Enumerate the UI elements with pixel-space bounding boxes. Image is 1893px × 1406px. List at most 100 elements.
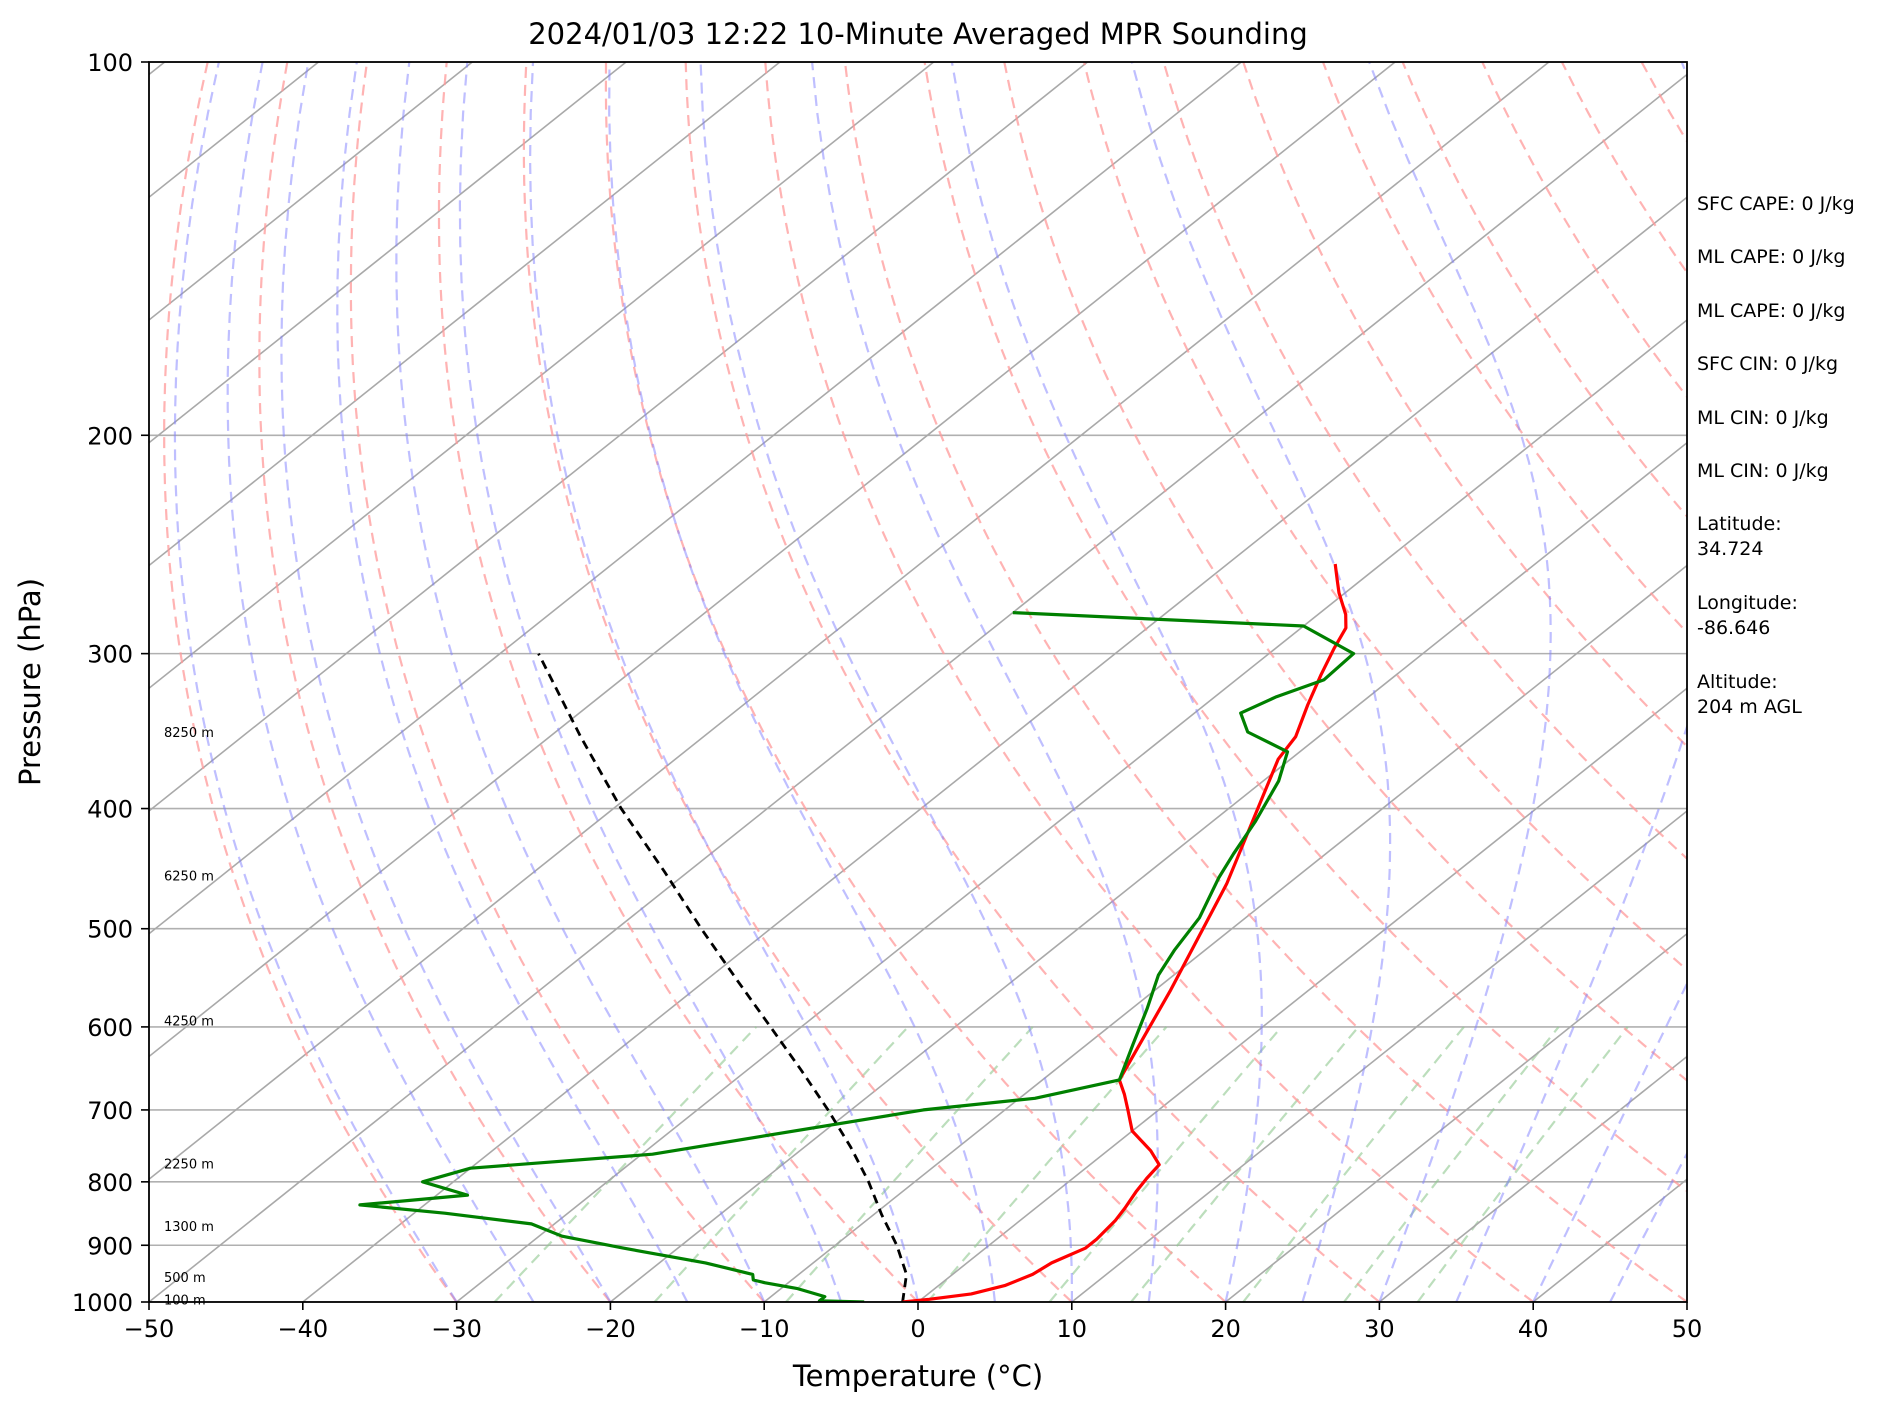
y-tick-label: 800 — [87, 1169, 133, 1197]
y-tick-label: 100 — [87, 49, 133, 77]
isotherm-lines — [149, 62, 1687, 1302]
isotherm-line — [149, 62, 781, 567]
height-label: 500 m — [164, 1271, 206, 1286]
moist-adiabat-line — [395, 62, 766, 1302]
moist-adiabat-line — [1609, 1151, 1687, 1302]
isotherm-line — [1378, 1055, 1687, 1302]
isotherm-line — [149, 73, 1687, 1302]
dry-adiabat-line — [923, 62, 1687, 1193]
dry-adiabat-line — [349, 62, 766, 1302]
isotherm-line — [149, 62, 1550, 1181]
isotherm-line — [149, 62, 1088, 813]
info-panel: SFC CAPE: 0 J/kg ML CAPE: 0 J/kg ML CAPE: … — [1697, 193, 1855, 718]
x-tick-label: −20 — [585, 1315, 636, 1343]
isotherm-line — [302, 196, 1687, 1302]
moist-adiabat-line — [1130, 62, 1392, 1302]
isotherm-line — [609, 441, 1687, 1302]
dry-adiabat-line — [604, 62, 1227, 1302]
info-line: SFC CAPE: 0 J/kg — [1697, 193, 1855, 215]
moist-adiabat-line — [280, 62, 612, 1302]
height-labels: 100 m 500 m 1300 m 2250 m 4250 m 6250 m 8250 m — [164, 726, 214, 1308]
moist-adiabat-line — [528, 62, 920, 1302]
y-tick-label: 600 — [87, 1014, 133, 1042]
mixing-ratio-line — [785, 1026, 1034, 1302]
x-tick-label: 0 — [910, 1315, 925, 1343]
y-tick-label: 200 — [87, 422, 133, 450]
x-tick-label: −10 — [739, 1315, 790, 1343]
mixing-ratio-line — [1343, 1026, 1560, 1302]
isotherm-line — [149, 62, 1396, 1058]
x-tick-label: −30 — [431, 1315, 482, 1343]
y-tick-label: 500 — [87, 916, 133, 944]
x-tick-label: 30 — [1364, 1315, 1395, 1343]
dry-adiabat-line — [1162, 62, 1687, 861]
height-label: 2250 m — [164, 1157, 214, 1172]
isotherm-line — [149, 62, 627, 444]
moist-adiabat-line — [699, 62, 1074, 1302]
dry-adiabat-line — [522, 62, 1073, 1302]
isotherm-line — [149, 62, 935, 690]
info-line: Latitude: — [1697, 513, 1782, 535]
isotherm-line — [763, 564, 1687, 1302]
info-line: ML CIN: 0 J/kg — [1697, 460, 1829, 482]
height-label: 8250 m — [164, 726, 214, 741]
height-label: 1300 m — [164, 1220, 214, 1235]
info-line: ML CAPE: 0 J/kg — [1697, 246, 1845, 268]
y-tick-label: 300 — [87, 641, 133, 669]
y-tick-label: 700 — [87, 1097, 133, 1125]
dry-adiabat-line — [1242, 62, 1687, 748]
x-tick-label: −50 — [124, 1315, 175, 1343]
height-label: 4250 m — [164, 1015, 214, 1030]
x-tick-label: 20 — [1210, 1315, 1241, 1343]
isotherm-line — [1071, 809, 1687, 1302]
height-label: 6250 m — [164, 870, 214, 885]
info-line: Altitude: — [1697, 671, 1778, 693]
info-line: -86.646 — [1697, 617, 1770, 639]
moist-adiabat-lines — [173, 62, 1687, 1302]
isotherm-line — [456, 319, 1687, 1302]
x-axis: −50 −40 −30 −20 −10 0 10 20 30 40 50 — [124, 1302, 1703, 1343]
moist-adiabat-line — [226, 62, 535, 1302]
chart-title: 2024/01/03 12:22 10-Minute Averaged MPR … — [528, 17, 1308, 51]
x-tick-label: 50 — [1672, 1315, 1703, 1343]
dry-adiabat-line — [764, 62, 1534, 1302]
moist-adiabat-line — [1368, 62, 1552, 1302]
dry-adiabat-line — [258, 62, 612, 1302]
y-tick-label: 400 — [87, 796, 133, 824]
moist-adiabat-line — [950, 62, 1263, 1302]
info-line: Longitude: — [1697, 592, 1798, 614]
moist-adiabat-line — [811, 62, 1159, 1302]
mixing-ratio-line — [653, 1026, 909, 1302]
sounding-line-1 — [358, 611, 1356, 1302]
info-line: ML CAPE: 0 J/kg — [1697, 300, 1845, 322]
mixing-ratio-line — [926, 1026, 1168, 1302]
dry-adiabat-line — [684, 62, 1381, 1302]
x-tick-label: 40 — [1518, 1315, 1549, 1343]
y-tick-label: 1000 — [72, 1289, 133, 1317]
isotherm-line — [149, 62, 473, 322]
moist-adiabat-line — [458, 62, 843, 1302]
info-line: ML CIN: 0 J/kg — [1697, 407, 1829, 429]
y-tick-label: 900 — [87, 1232, 133, 1260]
moist-adiabat-line — [1455, 62, 1687, 1302]
dry-adiabat-line — [1321, 62, 1687, 635]
x-tick-label: 10 — [1057, 1315, 1088, 1343]
profile-lines — [358, 563, 1356, 1302]
x-axis-title: Temperature (°C) — [792, 1359, 1043, 1393]
isotherm-line — [149, 62, 1242, 935]
dry-adiabat-line — [843, 62, 1687, 1302]
moist-adiabat-line — [1532, 981, 1687, 1302]
x-tick-label: −40 — [277, 1315, 328, 1343]
info-line: 34.724 — [1697, 538, 1763, 560]
parcel-profile-line — [537, 652, 908, 1302]
height-label: 100 m — [164, 1293, 206, 1308]
info-line: SFC CIN: 0 J/kg — [1697, 353, 1838, 375]
moist-adiabat-line — [173, 62, 458, 1302]
info-line: 204 m AGL — [1697, 696, 1802, 718]
moist-adiabat-line — [336, 62, 689, 1302]
isotherm-line — [917, 687, 1687, 1302]
dry-adiabat-lines — [163, 62, 1687, 1302]
isotherm-line — [1225, 932, 1687, 1302]
moist-adiabat-line — [608, 62, 996, 1302]
